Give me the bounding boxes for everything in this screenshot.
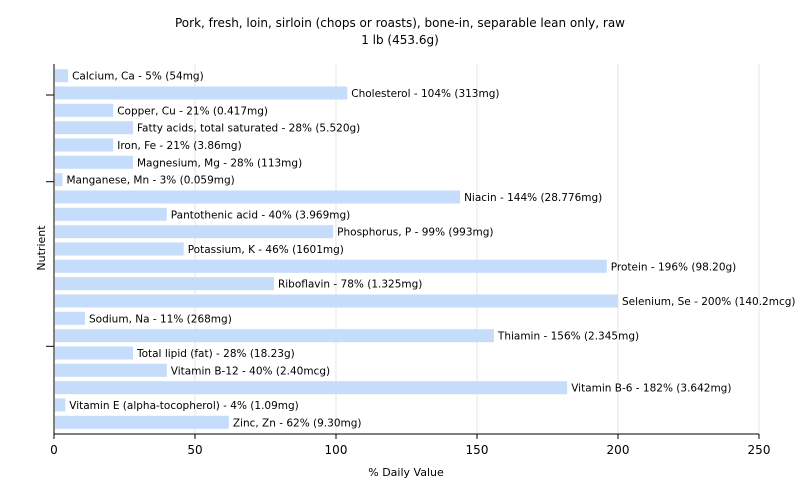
bar (55, 398, 66, 412)
bar-label: Magnesium, Mg - 28% (113mg) (137, 157, 302, 169)
bar-label: Total lipid (fat) - 28% (18.23g) (136, 348, 295, 360)
bar (55, 329, 494, 343)
bar (55, 277, 274, 291)
x-axis-title: % Daily Value (368, 466, 444, 479)
bar (55, 415, 229, 429)
bar-label: Riboflavin - 78% (1.325mg) (278, 279, 422, 291)
bar-label: Vitamin B-6 - 182% (3.642mg) (571, 383, 731, 395)
bar (55, 346, 133, 360)
bar (55, 69, 69, 83)
bar-label: Protein - 196% (98.20g) (611, 261, 737, 273)
bar (55, 242, 184, 256)
bar-label: Zinc, Zn - 62% (9.30mg) (233, 417, 362, 429)
x-tick-label: 100 (325, 443, 348, 457)
bar-label: Manganese, Mn - 3% (0.059mg) (66, 175, 234, 187)
x-tick-label: 200 (607, 443, 630, 457)
bar (55, 294, 618, 308)
bar-label: Calcium, Ca - 5% (54mg) (72, 71, 204, 83)
bar-label: Thiamin - 156% (2.345mg) (497, 331, 639, 343)
x-tick-label: 0 (50, 443, 58, 457)
x-tick-label: 250 (748, 443, 771, 457)
bar-label: Pantothenic acid - 40% (3.969mg) (171, 209, 350, 221)
bar (55, 155, 133, 169)
bar (55, 207, 167, 221)
bar (55, 311, 85, 325)
bar (55, 190, 461, 204)
bar-label: Sodium, Na - 11% (268mg) (89, 313, 232, 325)
chart-title: Pork, fresh, loin, sirloin (chops or roa… (175, 16, 625, 30)
chart-subtitle: 1 lb (453.6g) (361, 33, 439, 47)
x-tick-label: 50 (187, 443, 202, 457)
bar-label: Niacin - 144% (28.776mg) (464, 192, 602, 204)
bar (55, 138, 114, 152)
bar-label: Vitamin E (alpha-tocopherol) - 4% (1.09m… (69, 400, 299, 412)
grid-lines (194, 64, 760, 434)
bar-label: Cholesterol - 104% (313mg) (351, 88, 499, 100)
bar (55, 381, 568, 395)
bar (55, 363, 167, 377)
bar-label: Fatty acids, total saturated - 28% (5.52… (137, 123, 360, 135)
bar (55, 173, 63, 187)
bars-group: Calcium, Ca - 5% (54mg) Cholesterol - 104… (55, 69, 796, 429)
y-axis-title: Nutrient (35, 225, 48, 271)
bar (55, 225, 334, 239)
axes-group (46, 64, 760, 439)
bar-label: Potassium, K - 46% (1601mg) (188, 244, 344, 256)
bar (55, 103, 114, 117)
bar (55, 121, 133, 135)
bar-label: Phosphorus, P - 99% (993mg) (337, 227, 493, 239)
x-tick-label: 150 (466, 443, 489, 457)
bar-label: Vitamin B-12 - 40% (2.40mcg) (171, 365, 330, 377)
bar-label: Copper, Cu - 21% (0.417mg) (117, 105, 268, 117)
bar-label: Iron, Fe - 21% (3.86mg) (117, 140, 241, 152)
bar (55, 86, 348, 100)
x-tick-labels: 0 50 100 150 200 250 (50, 443, 770, 457)
bar-label: Selenium, Se - 200% (140.2mcg) (622, 296, 796, 308)
bar (55, 259, 607, 273)
